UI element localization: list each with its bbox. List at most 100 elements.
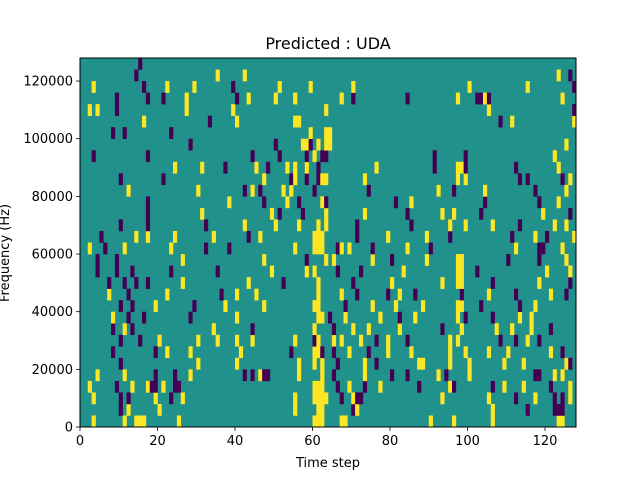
heatmap-cell (293, 115, 298, 128)
heatmap-cell (548, 288, 554, 301)
heatmap-cell (320, 196, 325, 209)
heatmap-cell (262, 173, 267, 186)
heatmap-cell (568, 380, 573, 393)
heatmap-cell (359, 392, 364, 405)
x-tick-label: 0 (76, 434, 84, 449)
heatmap-cell (463, 150, 468, 163)
heatmap-cell (351, 92, 356, 105)
heatmap-cell (486, 346, 492, 359)
heatmap-cell (366, 184, 371, 197)
heatmap-cell (517, 300, 523, 312)
heatmap-cell (126, 311, 131, 324)
heatmap-cell (293, 392, 298, 405)
heatmap-cell (204, 219, 209, 232)
heatmap-cell (320, 380, 325, 393)
heatmap-cell (455, 265, 461, 278)
heatmap-cell (362, 173, 368, 186)
heatmap-cell (188, 369, 193, 382)
heatmap-cell (312, 380, 317, 393)
heatmap-cell (134, 69, 139, 82)
x-axis: 0 20 40 60 80 100 120 (76, 427, 557, 449)
heatmap-cell (126, 288, 131, 301)
heatmap-cell (459, 265, 464, 278)
heatmap-cell (405, 242, 410, 255)
heatmap-cell (455, 277, 461, 289)
heatmap-cell (91, 392, 96, 405)
heatmap-cell (486, 392, 492, 405)
heatmap-cell (103, 242, 108, 255)
heatmap-cell (122, 369, 127, 382)
heatmap-cell (494, 323, 499, 336)
heatmap-cell (448, 380, 453, 393)
heatmap-cell (556, 161, 561, 174)
heatmap-cell (258, 230, 263, 243)
heatmap-cell (293, 92, 298, 105)
heatmap-cell (145, 380, 151, 393)
heatmap-cell (324, 254, 329, 266)
heatmap-cell (176, 415, 182, 428)
heatmap-cell (366, 323, 371, 336)
heatmap-cell (312, 346, 317, 359)
heatmap-cell (118, 300, 123, 312)
heatmap-cell (359, 334, 364, 347)
heatmap-cell (564, 254, 569, 266)
heatmap-cell (281, 184, 286, 197)
heatmap-cell (312, 392, 317, 405)
heatmap-cell (374, 357, 379, 370)
heatmap-cell (169, 242, 174, 255)
heatmap-cell (362, 369, 368, 382)
heatmap-cell (215, 334, 220, 347)
heatmap-cell (479, 300, 484, 312)
heatmap-cell (537, 369, 542, 382)
heatmap-cell (413, 288, 418, 301)
heatmap-cell (475, 92, 480, 105)
heatmap-cell (122, 242, 127, 255)
heatmap-cell (277, 81, 282, 93)
heatmap-cell (320, 173, 325, 186)
heatmap-cell (448, 357, 453, 370)
heatmap-background (80, 58, 576, 427)
heatmap-cell (242, 369, 247, 382)
heatmap-cell (339, 288, 344, 301)
heatmap-cell (91, 81, 96, 93)
heatmap-cell (250, 184, 255, 197)
heatmap-cell (343, 311, 348, 324)
heatmap-cell (169, 127, 174, 140)
heatmap-cell (258, 184, 263, 197)
heatmap-cell (564, 357, 569, 370)
heatmap-cell (316, 346, 321, 359)
heatmap-cell (95, 265, 100, 278)
heatmap-cell (293, 173, 298, 186)
heatmap-cell (537, 242, 542, 255)
heatmap-cell (374, 161, 379, 174)
heatmap-cell (297, 196, 302, 209)
heatmap-cell (514, 392, 519, 405)
heatmap-cell (475, 265, 480, 278)
heatmap-cell (328, 138, 333, 151)
heatmap-cell (269, 265, 275, 278)
heatmap-cell (428, 242, 433, 255)
heatmap-cell (145, 219, 151, 232)
heatmap-cell (560, 369, 565, 382)
heatmap-cell (161, 380, 166, 393)
heatmap-cell (320, 403, 325, 416)
heatmap-cell (312, 334, 317, 347)
heatmap-cell (235, 288, 240, 301)
heatmap-cell (556, 196, 561, 209)
heatmap-cell (235, 311, 240, 324)
heatmap-cell (289, 173, 294, 186)
heatmap-cell (161, 92, 166, 105)
heatmap-cell (397, 288, 402, 301)
x-tick-label: 100 (455, 434, 480, 449)
heatmap-cell (138, 334, 143, 347)
heatmap-cell (560, 92, 565, 105)
heatmap-cell (421, 357, 426, 370)
heatmap-cell (235, 115, 240, 128)
heatmap-cell (254, 288, 259, 301)
heatmap-cell (436, 184, 441, 197)
heatmap-cell (362, 380, 368, 393)
heatmap-cell (304, 265, 309, 278)
heatmap-cell (417, 380, 422, 393)
heatmap-cell (564, 219, 569, 232)
heatmap-cell (424, 230, 430, 243)
